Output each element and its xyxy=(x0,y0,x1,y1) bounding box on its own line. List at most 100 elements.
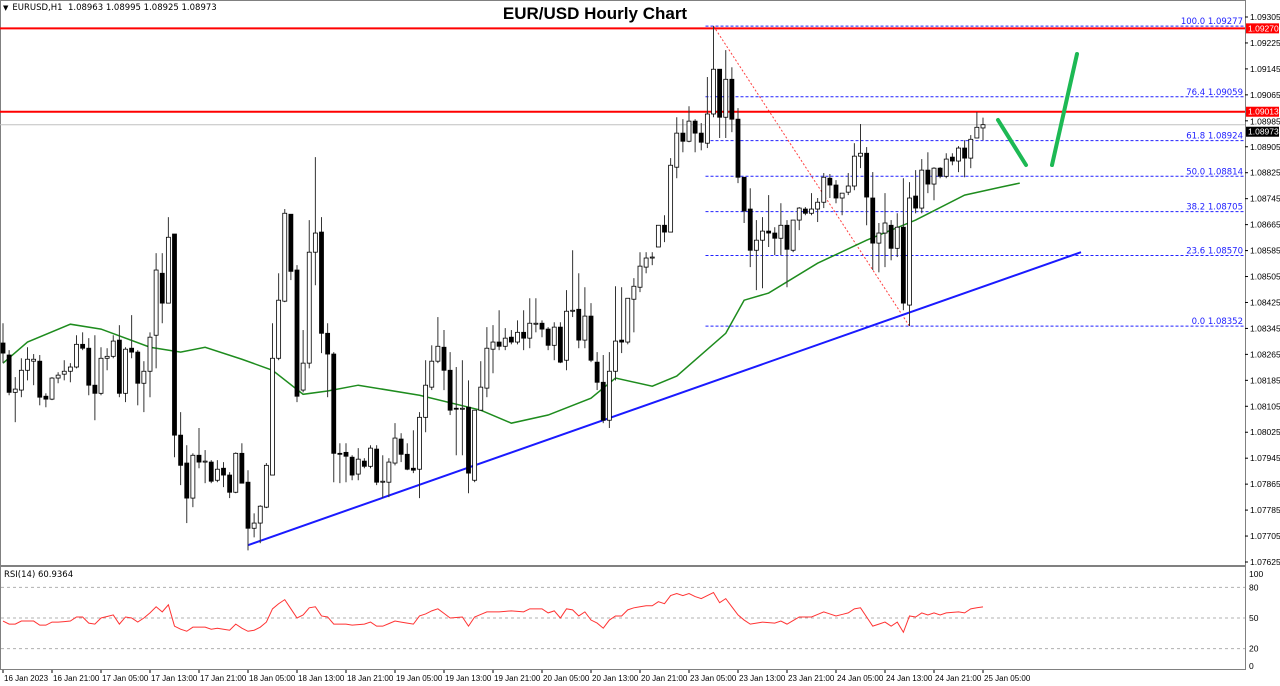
bearish-candle-body xyxy=(962,147,968,159)
candle xyxy=(233,452,239,494)
price-tick-label: 1.07625 xyxy=(1250,557,1280,567)
bearish-candle-body xyxy=(404,453,410,470)
bullish-candle-body xyxy=(778,224,784,239)
candle xyxy=(527,298,533,349)
candle xyxy=(80,332,86,351)
bullish-candle-body xyxy=(49,377,55,400)
bullish-candle-body xyxy=(821,176,827,203)
candle xyxy=(717,68,723,139)
bullish-candle-body xyxy=(931,167,937,185)
price-tick-label: 1.08425 xyxy=(1250,297,1280,307)
bullish-candle-body xyxy=(649,256,655,259)
bullish-candle-body xyxy=(153,269,159,336)
bearish-candle-body xyxy=(827,177,833,186)
candle xyxy=(484,327,490,398)
price-tick-label: 1.08985 xyxy=(1250,117,1280,127)
candle xyxy=(778,203,784,256)
time-label: 20 Jan 05:00 xyxy=(543,674,590,683)
bullish-candle-body xyxy=(606,370,612,421)
bullish-candle-body xyxy=(858,152,863,157)
candle xyxy=(502,328,508,351)
candle xyxy=(637,252,643,293)
candle xyxy=(380,455,386,499)
bearish-candle-body xyxy=(159,272,165,304)
candle xyxy=(447,352,453,416)
time-label: 23 Jan 21:00 xyxy=(788,674,835,683)
candle xyxy=(557,322,563,364)
fib-level-label: 38.2 1.08705 xyxy=(1186,203,1243,213)
price-tick-label: 1.07945 xyxy=(1250,453,1280,463)
candle xyxy=(67,363,73,383)
bullish-candle-body xyxy=(655,224,661,248)
bearish-candle-body xyxy=(398,438,404,455)
candle xyxy=(319,217,324,354)
bullish-candle-body xyxy=(796,207,802,221)
triangle-down-icon[interactable]: ▼ xyxy=(3,4,9,12)
candle xyxy=(270,323,275,476)
bearish-candle-body xyxy=(294,269,300,397)
bullish-candle-body xyxy=(270,357,275,476)
bullish-candle-body xyxy=(876,232,882,244)
candle xyxy=(25,347,30,381)
candle xyxy=(343,443,349,483)
bullish-candle-body xyxy=(894,226,900,249)
candle xyxy=(876,222,882,273)
bearish-candle-body xyxy=(0,342,6,354)
candle xyxy=(165,217,171,304)
price-tick-label: 1.07865 xyxy=(1250,479,1280,489)
bullish-candle-body xyxy=(147,336,153,372)
candle xyxy=(515,320,520,345)
bearish-candle-body xyxy=(80,343,86,349)
candle xyxy=(600,355,606,424)
rsi-axis-label: 80 xyxy=(1249,582,1259,592)
bullish-candle-body xyxy=(753,239,759,251)
bullish-candle-body xyxy=(55,374,61,379)
bearish-candle-body xyxy=(747,208,753,251)
price-tick-label: 1.08505 xyxy=(1250,272,1280,282)
candle xyxy=(833,180,839,204)
bullish-candle-body xyxy=(943,158,949,177)
candle xyxy=(349,455,355,481)
fib-level-label: 0.0 1.08352 xyxy=(1192,317,1243,327)
candle xyxy=(355,448,361,481)
candle xyxy=(312,157,318,286)
candle xyxy=(86,338,92,396)
candle xyxy=(410,430,416,474)
bullish-candle-body xyxy=(423,384,429,418)
bullish-candle-body xyxy=(686,120,692,142)
bearish-candle-body xyxy=(735,118,741,178)
bullish-candle-body xyxy=(980,124,986,129)
candle xyxy=(870,172,876,271)
bullish-candle-body xyxy=(625,297,631,343)
bearish-candle-body xyxy=(600,381,606,421)
candle xyxy=(619,287,625,354)
bullish-candle-body xyxy=(515,331,520,343)
candle xyxy=(478,361,484,411)
rsi-axis-label: 20 xyxy=(1249,644,1259,654)
bearish-candle-body xyxy=(349,456,355,476)
rsi-line xyxy=(2,591,984,634)
candle xyxy=(0,323,6,364)
bearish-candle-body xyxy=(521,331,527,339)
bearish-candle-body xyxy=(557,326,563,363)
bearish-candle-body xyxy=(135,351,141,384)
bullish-candle-body xyxy=(533,322,539,325)
bearish-candle-body xyxy=(949,156,955,162)
candle xyxy=(815,198,821,223)
candle xyxy=(704,77,710,149)
price-tick-label: 1.08265 xyxy=(1250,349,1280,359)
main-chart-area[interactable] xyxy=(0,0,1246,566)
bullish-candle-body xyxy=(760,230,765,241)
symbol-header[interactable]: ▼ EURUSD,H1 1.08963 1.08995 1.08925 1.089… xyxy=(3,3,217,13)
candle xyxy=(937,167,943,179)
fib-level-label: 23.6 1.08570 xyxy=(1186,246,1243,256)
bearish-candle-body xyxy=(698,132,704,143)
candle xyxy=(802,207,808,216)
time-label: 18 Jan 05:00 xyxy=(249,674,296,683)
bullish-candle-body xyxy=(233,452,239,493)
bearish-candle-body xyxy=(221,467,226,476)
candle xyxy=(747,188,753,268)
candle xyxy=(423,360,429,433)
bearish-candle-body xyxy=(802,208,808,214)
